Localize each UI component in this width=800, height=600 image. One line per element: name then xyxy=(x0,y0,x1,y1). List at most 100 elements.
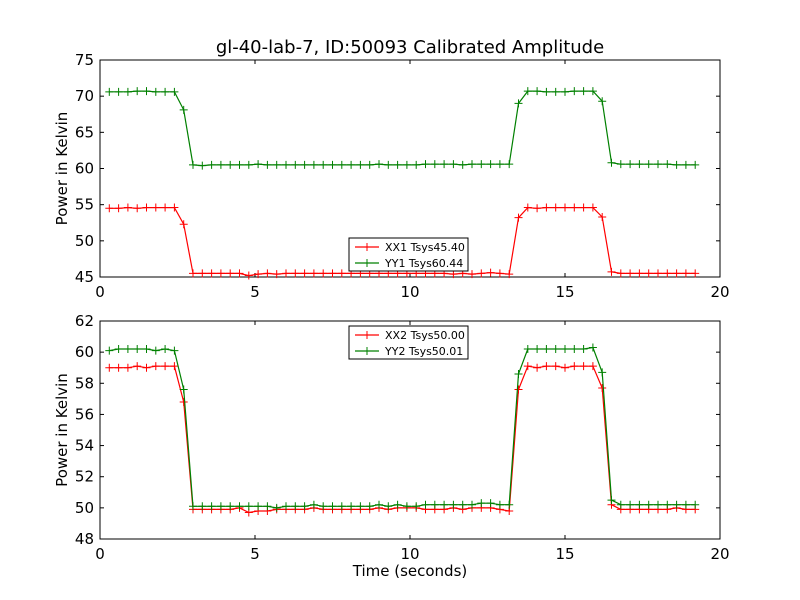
x-tick-label: 15 xyxy=(555,283,574,301)
data-point xyxy=(551,345,560,354)
data-point xyxy=(440,160,449,169)
data-point xyxy=(514,99,523,108)
y-tick-label: 52 xyxy=(75,468,94,486)
data-point xyxy=(533,363,542,372)
x-tick-label: 5 xyxy=(250,545,260,563)
data-point xyxy=(681,269,690,278)
data-point xyxy=(198,161,207,170)
data-point xyxy=(226,160,235,169)
data-point xyxy=(570,87,579,96)
y-tick-label: 75 xyxy=(75,51,94,69)
data-point xyxy=(142,203,151,212)
legend-marker xyxy=(363,347,371,355)
data-point xyxy=(477,269,486,278)
y-tick-label: 48 xyxy=(75,530,94,548)
data-point xyxy=(644,500,653,509)
data-point xyxy=(644,269,653,278)
data-point xyxy=(598,383,607,392)
data-point xyxy=(644,160,653,169)
data-point xyxy=(300,269,309,278)
data-point xyxy=(263,269,272,278)
data-point xyxy=(495,160,504,169)
data-point xyxy=(254,270,263,279)
data-point xyxy=(654,160,662,169)
data-point xyxy=(123,363,132,372)
data-point xyxy=(691,269,700,278)
data-point xyxy=(384,502,393,511)
data-point xyxy=(607,158,616,167)
legend-label: YY1 Tsys60.44 xyxy=(384,257,463,270)
data-point xyxy=(291,502,300,511)
y-tick-label: 45 xyxy=(75,268,94,286)
data-point xyxy=(189,502,197,511)
data-point xyxy=(384,160,393,169)
data-point xyxy=(672,500,681,509)
data-point xyxy=(235,502,244,511)
data-point xyxy=(570,345,579,354)
data-point xyxy=(300,502,309,511)
data-point xyxy=(272,503,281,512)
data-point xyxy=(495,500,504,509)
data-point xyxy=(207,160,216,169)
data-point xyxy=(393,160,402,169)
data-point xyxy=(161,345,170,354)
data-point xyxy=(430,160,439,169)
data-point xyxy=(663,500,672,509)
data-point xyxy=(616,269,625,278)
data-point xyxy=(402,502,411,511)
data-point xyxy=(356,502,365,511)
data-point xyxy=(309,500,318,509)
data-point xyxy=(579,203,588,212)
data-point xyxy=(626,160,635,169)
data-point xyxy=(393,500,402,509)
data-point xyxy=(328,502,337,511)
data-point xyxy=(272,160,281,169)
data-point xyxy=(105,204,114,213)
data-point xyxy=(226,269,235,278)
legend-marker xyxy=(363,243,371,251)
data-point xyxy=(309,160,318,169)
data-point xyxy=(663,160,672,169)
data-point xyxy=(375,160,383,169)
data-point xyxy=(133,204,142,213)
data-point xyxy=(347,502,356,511)
data-point xyxy=(328,160,337,169)
data-point xyxy=(449,500,458,509)
x-tick-label: 20 xyxy=(710,545,729,563)
data-point xyxy=(244,502,253,511)
top-panel: 0 5 10 15 20 45 50 55 60 65 70 75 Power in Kelvin XX1… xyxy=(53,51,730,301)
data-point xyxy=(263,160,272,169)
data-point xyxy=(105,87,114,96)
data-point xyxy=(542,87,551,96)
data-point xyxy=(300,160,309,169)
data-point xyxy=(570,362,579,371)
data-point xyxy=(114,87,123,96)
data-point xyxy=(542,345,551,354)
data-point xyxy=(123,87,132,96)
bottom-panel: 0 5 10 15 20 48 50 52 54 56 58 60 62 Power in Kelvin X… xyxy=(53,312,730,563)
y-axis-label: Power in Kelvin xyxy=(53,373,71,487)
data-point xyxy=(254,502,263,511)
data-point xyxy=(533,204,542,213)
data-point xyxy=(114,363,123,372)
data-point xyxy=(179,220,188,229)
y-tick-label: 56 xyxy=(75,405,94,423)
y-tick-label: 62 xyxy=(75,312,94,330)
data-point xyxy=(347,160,356,169)
legend-label: XX1 Tsys45.40 xyxy=(385,241,465,254)
y-tick-label: 50 xyxy=(75,499,94,517)
data-point xyxy=(235,269,244,278)
data-point xyxy=(533,87,542,96)
data-point xyxy=(514,369,523,378)
data-point xyxy=(114,204,123,213)
data-point xyxy=(319,502,328,511)
data-point xyxy=(337,160,346,169)
data-point xyxy=(458,160,467,169)
x-axis-label: Time (seconds) xyxy=(352,562,468,580)
data-point xyxy=(523,203,532,212)
data-point xyxy=(123,203,132,212)
data-point xyxy=(216,160,225,169)
data-point xyxy=(133,345,142,354)
data-point xyxy=(142,363,151,372)
